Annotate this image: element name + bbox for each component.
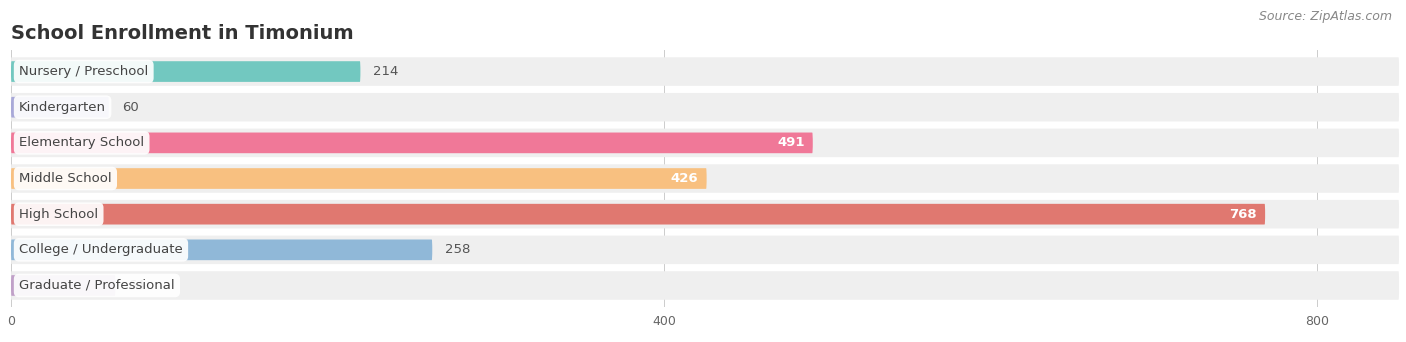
FancyBboxPatch shape [11,93,1399,121]
Text: Elementary School: Elementary School [20,136,145,149]
Text: Middle School: Middle School [20,172,111,185]
FancyBboxPatch shape [11,204,1265,224]
Text: Nursery / Preschool: Nursery / Preschool [20,65,149,78]
FancyBboxPatch shape [11,236,1399,264]
FancyBboxPatch shape [11,61,360,82]
Text: 768: 768 [1229,208,1257,221]
Text: 60: 60 [122,101,139,114]
Text: 491: 491 [778,136,804,149]
FancyBboxPatch shape [11,239,432,260]
Text: Kindergarten: Kindergarten [20,101,105,114]
Text: High School: High School [20,208,98,221]
FancyBboxPatch shape [11,129,1399,157]
FancyBboxPatch shape [11,168,707,189]
FancyBboxPatch shape [11,57,1399,86]
Text: Graduate / Professional: Graduate / Professional [20,279,174,292]
FancyBboxPatch shape [11,275,115,296]
Text: 258: 258 [446,243,471,256]
FancyBboxPatch shape [11,97,108,118]
FancyBboxPatch shape [11,132,813,153]
Text: 426: 426 [671,172,699,185]
Text: 214: 214 [374,65,399,78]
Text: School Enrollment in Timonium: School Enrollment in Timonium [11,24,353,43]
Text: College / Undergraduate: College / Undergraduate [20,243,183,256]
FancyBboxPatch shape [11,164,1399,193]
Text: 64: 64 [128,279,145,292]
FancyBboxPatch shape [11,271,1399,300]
FancyBboxPatch shape [11,200,1399,228]
Text: Source: ZipAtlas.com: Source: ZipAtlas.com [1258,10,1392,23]
